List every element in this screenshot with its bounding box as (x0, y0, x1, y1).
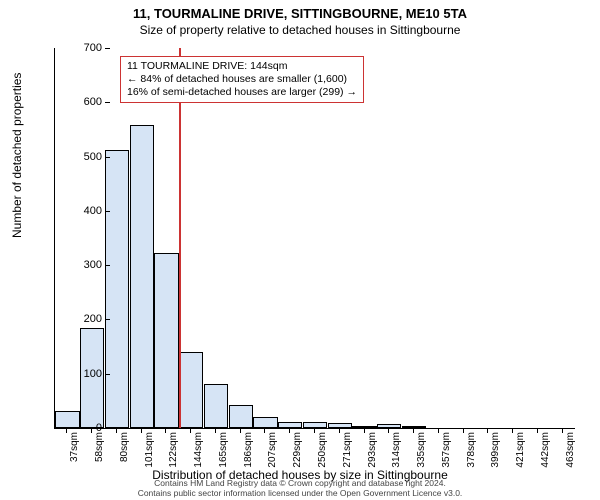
x-tick-mark (116, 428, 117, 433)
x-tick-label: 399sqm (490, 432, 501, 468)
x-tick-mark (438, 428, 439, 433)
plot-region (54, 48, 575, 429)
x-tick-label: 421sqm (515, 432, 526, 468)
histogram-bar (105, 150, 129, 428)
histogram-bar (204, 384, 228, 429)
histogram-bar (154, 253, 178, 428)
x-tick-label: 442sqm (540, 432, 551, 468)
subject-marker-line (179, 48, 181, 428)
x-tick-label: 122sqm (168, 432, 179, 468)
y-tick: 400 (56, 205, 102, 217)
x-tick-mark (364, 428, 365, 433)
histogram-bar (253, 417, 277, 428)
x-tick-mark (339, 428, 340, 433)
x-tick-mark (66, 428, 67, 433)
x-tick-mark (487, 428, 488, 433)
x-tick-mark (289, 428, 290, 433)
x-tick-mark (314, 428, 315, 433)
y-tick: 100 (56, 368, 102, 380)
x-tick-mark (240, 428, 241, 433)
x-tick-label: 335sqm (416, 432, 427, 468)
x-tick-label: 229sqm (292, 432, 303, 468)
x-tick-mark (141, 428, 142, 433)
callout-box: 11 TOURMALINE DRIVE: 144sqm← 84% of deta… (120, 56, 364, 103)
y-tick: 200 (56, 313, 102, 325)
x-tick-mark (512, 428, 513, 433)
chart-area: 010020030040050060070037sqm58sqm80sqm101… (54, 48, 574, 428)
callout-line: 16% of semi-detached houses are larger (… (127, 86, 357, 99)
x-tick-label: 37sqm (69, 432, 80, 462)
y-tick: 600 (56, 96, 102, 108)
x-tick-mark (215, 428, 216, 433)
x-tick-mark (413, 428, 414, 433)
x-tick-label: 314sqm (391, 432, 402, 468)
x-tick-label: 165sqm (218, 432, 229, 468)
x-tick-mark (537, 428, 538, 433)
x-tick-mark (562, 428, 563, 433)
y-tick: 300 (56, 259, 102, 271)
x-tick-label: 271sqm (342, 432, 353, 468)
x-tick-label: 357sqm (441, 432, 452, 468)
x-tick-mark (165, 428, 166, 433)
histogram-bar (328, 423, 352, 428)
x-tick-label: 250sqm (317, 432, 328, 468)
histogram-bar (130, 125, 154, 428)
y-tick: 700 (56, 42, 102, 54)
histogram-bar (179, 352, 203, 428)
x-tick-label: 293sqm (367, 432, 378, 468)
x-tick-mark (190, 428, 191, 433)
x-tick-mark (264, 428, 265, 433)
y-axis-label: Number of detached properties (10, 73, 24, 238)
callout-line: ← 84% of detached houses are smaller (1,… (127, 73, 357, 86)
footer-attribution: Contains HM Land Registry data © Crown c… (0, 478, 600, 498)
chart-container: 11, TOURMALINE DRIVE, SITTINGBOURNE, ME1… (0, 0, 600, 500)
x-tick-mark (463, 428, 464, 433)
x-tick-label: 101sqm (144, 432, 155, 468)
callout-line: 11 TOURMALINE DRIVE: 144sqm (127, 60, 357, 73)
x-tick-label: 378sqm (466, 432, 477, 468)
y-tick: 500 (56, 151, 102, 163)
chart-subtitle: Size of property relative to detached ho… (0, 23, 600, 41)
x-tick-label: 186sqm (243, 432, 254, 468)
footer-line-2: Contains public sector information licen… (0, 488, 600, 498)
x-tick-label: 463sqm (565, 432, 576, 468)
x-tick-label: 58sqm (94, 432, 105, 462)
histogram-bar (229, 405, 253, 428)
x-tick-mark (388, 428, 389, 433)
x-tick-label: 144sqm (193, 432, 204, 468)
footer-line-1: Contains HM Land Registry data © Crown c… (0, 478, 600, 488)
x-tick-label: 80sqm (119, 432, 130, 462)
chart-title: 11, TOURMALINE DRIVE, SITTINGBOURNE, ME1… (0, 0, 600, 23)
x-tick-label: 207sqm (267, 432, 278, 468)
x-tick-mark (91, 428, 92, 433)
